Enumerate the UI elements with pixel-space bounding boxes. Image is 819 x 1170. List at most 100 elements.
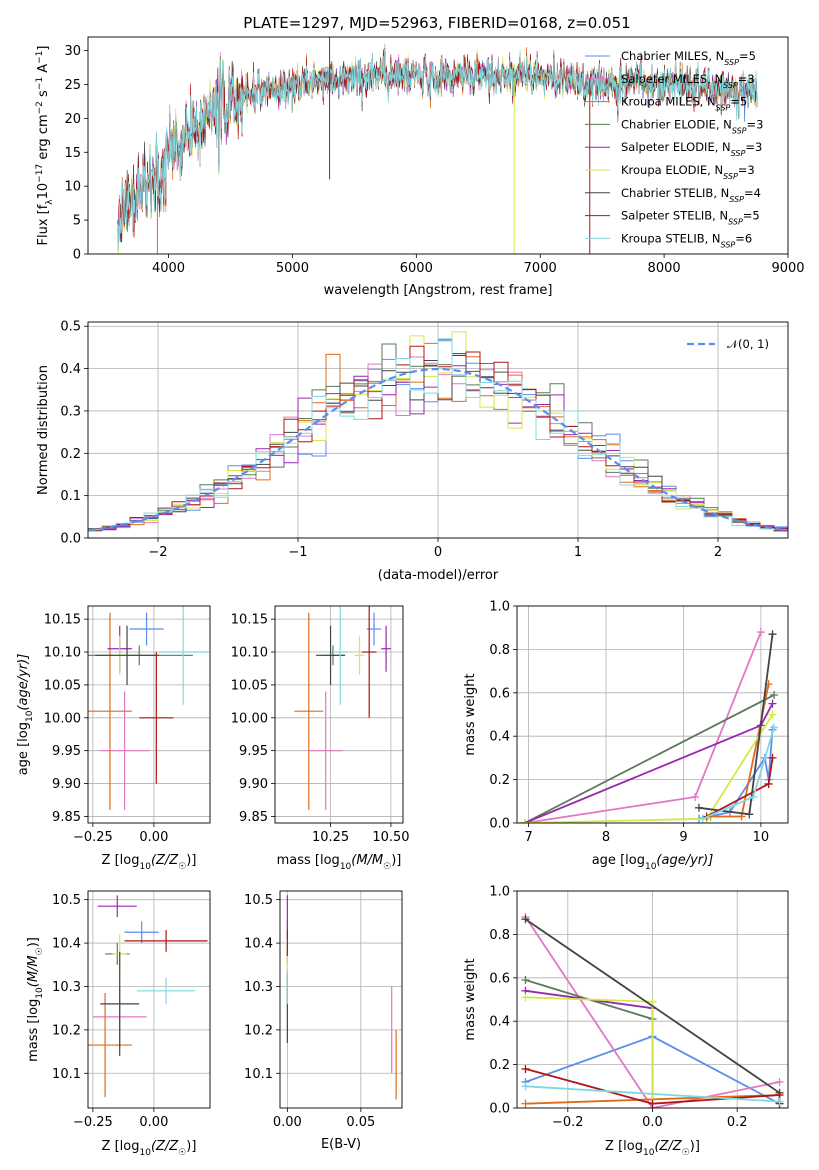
weight-series-1 [524, 916, 780, 1108]
weight-series-8 [525, 1085, 780, 1103]
label-part: 10 [645, 862, 657, 872]
mass-weight-vs-metallicity-panel: −0.2 0.0 0.2 0.0 0.2 0.4 0.6 0.8 1.0 mass weight Z… [463, 885, 789, 1158]
y-tick-label: 10.2 [244, 1023, 273, 1038]
label-part: ☉ [178, 1148, 186, 1158]
label-part: =3 [745, 140, 762, 154]
label-part: Salpeter MILES, N [621, 72, 723, 86]
y-tick-label: 5 [73, 214, 81, 229]
y-tick-label: 10.05 [231, 678, 268, 693]
histogram-steps [88, 331, 788, 532]
y-tick-label: 9.85 [52, 810, 81, 825]
label-part: SSP [731, 149, 746, 158]
label-part: 10 [36, 183, 51, 200]
label-part: Chabrier MILES, N [621, 49, 724, 63]
age-vs-mass-panel: 10.25 10.50 9.85 9.90 9.95 10.00 10.05 10.10 10.… [231, 605, 410, 872]
x-axis-label: Z [log10(Z/Z☉)] [102, 853, 197, 872]
y-tick-label: 0.0 [489, 1102, 510, 1117]
histogram-series-8 [88, 338, 788, 531]
weight-marker [745, 810, 754, 819]
weight-marker [648, 1099, 657, 1108]
x-tick-label: 8000 [648, 261, 681, 276]
y-tick-label: 0 [73, 248, 81, 263]
y-tick-label: 9.85 [239, 810, 268, 825]
weight-marker [775, 1097, 784, 1106]
x-tick-label: −2 [148, 545, 167, 560]
label-part: =5 [743, 209, 760, 223]
label-part: Flux [f [36, 204, 51, 245]
label-part: age [log [16, 722, 31, 775]
error-bars [88, 895, 208, 1098]
x-axis-label: age [log10(age/yr)] [592, 853, 714, 872]
axes-frame [279, 890, 403, 1109]
spectrum-series-8 [117, 49, 758, 251]
weight-marker [768, 630, 777, 639]
y-tick-label: 9.90 [239, 777, 268, 792]
chart-title: PLATE=1297, MJD=52963, FIBERID=0168, z=0… [243, 14, 630, 32]
y-tick-label: 0.4 [489, 1015, 510, 1030]
y-tick-label: 10.2 [52, 1023, 81, 1038]
x-tick-label: 10.50 [372, 830, 409, 845]
mass-weight-vs-age-panel: 7 8 9 10 0.0 0.2 0.4 0.6 0.8 1.0 mass weight age [l… [463, 600, 789, 872]
axes-frame [516, 605, 789, 824]
axes-frame [87, 36, 789, 255]
label-part: =3 [747, 117, 764, 131]
weight-marker [691, 792, 700, 801]
y-axis-label: Normed distribution [36, 365, 51, 495]
x-tick-label: −1 [288, 545, 307, 560]
label-part: =3 [738, 163, 755, 177]
label-part: =5 [739, 49, 756, 63]
y-axis-label: mass [log10(M/M☉)] [26, 937, 45, 1062]
label-part: SSP [723, 172, 738, 181]
label-part: SSP [721, 240, 736, 249]
error-bars [294, 606, 391, 810]
weight-lines [521, 913, 784, 1108]
label-part: 10 [25, 710, 35, 722]
weight-marker [768, 710, 777, 719]
label-part: Kroupa ELODIE, N [621, 163, 723, 177]
y-tick-label: 10.10 [44, 646, 81, 661]
label-part: −1 [35, 51, 45, 64]
y-tick-label: 10.1 [52, 1067, 81, 1082]
y-tick-label: 10.4 [244, 937, 273, 952]
y-tick-label: 0.1 [60, 489, 81, 504]
weight-lines [520, 628, 779, 823]
y-tick-label: 0.0 [489, 817, 510, 832]
legend-label-1: Salpeter MILES, NSSP=3 [621, 72, 755, 90]
x-tick-label: 10 [753, 830, 770, 845]
label-part: Z [log [102, 853, 140, 868]
axes-frame [87, 321, 789, 539]
x-tick-label: 0.05 [346, 1115, 375, 1130]
x-tick-label: 9000 [771, 261, 804, 276]
y-tick-label: 0.4 [60, 362, 81, 377]
legend-label-4: Salpeter ELODIE, NSSP=3 [621, 140, 762, 158]
label-part: (M/M [26, 955, 41, 987]
label-part: SSP [729, 194, 744, 203]
label-part: SSP [723, 80, 738, 89]
label-part: s [36, 90, 51, 101]
label-part: 10 [35, 987, 45, 999]
y-tick-label: 0.3 [60, 404, 81, 419]
label-part: 10 [139, 862, 151, 872]
legend-label-gaussian: 𝒩(0, 1) [727, 337, 769, 351]
y-tick-label: 10.15 [44, 613, 81, 628]
weight-marker [521, 1099, 530, 1108]
x-axis-label: Z [log10(Z/Z☉)] [102, 1139, 197, 1158]
error-bars [88, 606, 208, 810]
label-part: ☉ [682, 1148, 690, 1158]
y-axis-label: Flux [fλ10−17 erg cm−2 s−1 A−1] [35, 46, 55, 246]
x-tick-label: 0.00 [273, 1115, 302, 1130]
legend-label-5: Kroupa ELODIE, NSSP=3 [621, 163, 755, 181]
weight-marker [768, 753, 777, 762]
legend-label-8: Kroupa STELIB, NSSP=6 [621, 231, 752, 249]
label-part: Chabrier ELODIE, N [621, 117, 732, 131]
label-part: mass [log [277, 853, 340, 868]
x-tick-label: −0.2 [552, 1115, 584, 1130]
x-tick-label: 10.25 [312, 830, 349, 845]
y-tick-label: 0.2 [489, 1058, 510, 1073]
label-part: λ [45, 199, 55, 205]
weight-marker [768, 699, 777, 708]
weight-marker [648, 997, 657, 1006]
label-part: Kroupa STELIB, N [621, 231, 721, 245]
label-part: (age/yr)] [656, 853, 713, 868]
x-tick-label: 0.2 [727, 1115, 748, 1130]
